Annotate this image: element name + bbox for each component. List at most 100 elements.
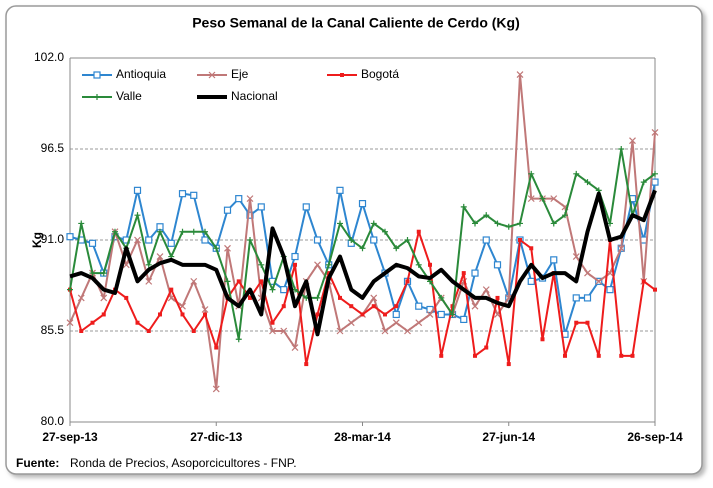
point	[66, 319, 74, 327]
point	[370, 294, 378, 302]
point	[572, 253, 580, 260]
point	[145, 236, 153, 244]
point	[518, 238, 522, 242]
point	[516, 71, 524, 78]
point	[393, 245, 400, 252]
point	[124, 295, 129, 300]
point	[651, 129, 659, 136]
point	[415, 319, 423, 327]
y-tick-label: 91.0	[41, 232, 65, 246]
point	[100, 294, 108, 302]
point	[145, 277, 153, 285]
point	[179, 228, 186, 235]
point	[169, 287, 174, 292]
point	[280, 286, 288, 294]
point	[584, 269, 591, 277]
point	[574, 320, 579, 325]
point	[439, 353, 444, 358]
point	[404, 237, 411, 243]
point	[415, 261, 422, 268]
y-tick-label: 85.5	[41, 323, 65, 337]
point	[77, 294, 85, 302]
point	[494, 220, 501, 227]
point	[359, 245, 366, 252]
point	[156, 253, 164, 260]
point	[652, 170, 658, 177]
point	[78, 220, 85, 227]
point	[235, 195, 243, 203]
point	[550, 220, 557, 227]
point	[337, 220, 343, 227]
point	[506, 362, 511, 367]
point	[360, 312, 365, 317]
point	[437, 310, 445, 319]
point	[291, 344, 299, 351]
point	[370, 220, 377, 227]
point	[473, 353, 477, 358]
legend-entry: Nacional	[197, 89, 278, 103]
point	[213, 245, 220, 252]
legend-label: Antioquia	[116, 67, 166, 81]
point	[338, 295, 342, 300]
legend-entry: Bogotá	[327, 67, 399, 81]
point	[461, 271, 466, 276]
point	[618, 146, 625, 152]
point	[596, 353, 601, 358]
point	[482, 286, 490, 294]
point	[347, 319, 355, 327]
point	[370, 236, 378, 244]
point	[392, 319, 400, 327]
y-axis-label: Kg	[30, 232, 44, 248]
point	[382, 228, 388, 235]
point	[583, 294, 592, 302]
point	[573, 170, 580, 177]
point	[653, 287, 657, 292]
chart-title: Peso Semanal de la Canal Caliente de Cer…	[192, 15, 520, 31]
point	[595, 277, 603, 285]
point	[349, 304, 354, 309]
point	[629, 137, 636, 145]
legend-label: Valle	[116, 89, 142, 103]
point	[247, 237, 253, 243]
series	[69, 189, 657, 337]
point	[651, 178, 659, 186]
source-label: Fuente:	[16, 456, 59, 470]
point	[258, 261, 265, 268]
point	[203, 312, 207, 317]
point	[135, 320, 140, 325]
point	[527, 195, 535, 203]
point	[212, 385, 220, 393]
point	[304, 362, 309, 367]
x-tick-label: 27-jun-14	[482, 430, 535, 444]
point	[529, 246, 534, 251]
point	[281, 304, 286, 309]
point	[223, 206, 232, 214]
point	[314, 261, 321, 269]
point	[158, 312, 162, 317]
x-tick-label: 27-sep-13	[42, 430, 98, 444]
point	[280, 327, 288, 335]
point	[358, 200, 367, 208]
point	[371, 304, 376, 309]
point	[208, 71, 216, 79]
point	[405, 279, 410, 284]
point	[416, 229, 421, 234]
point	[314, 294, 321, 301]
point	[428, 262, 432, 267]
point	[381, 327, 389, 335]
point	[145, 261, 152, 268]
source: Ronda de Precios, Asoporcicultores - FNP…	[70, 456, 297, 470]
point	[585, 320, 590, 325]
point	[201, 306, 209, 313]
point	[190, 191, 198, 199]
point	[236, 279, 241, 284]
point	[202, 228, 208, 235]
point	[495, 295, 500, 300]
point	[472, 220, 478, 227]
point	[178, 190, 187, 198]
point	[259, 279, 264, 284]
point	[167, 239, 175, 247]
legend-entry: Antioquia	[82, 67, 166, 81]
point	[415, 302, 423, 310]
